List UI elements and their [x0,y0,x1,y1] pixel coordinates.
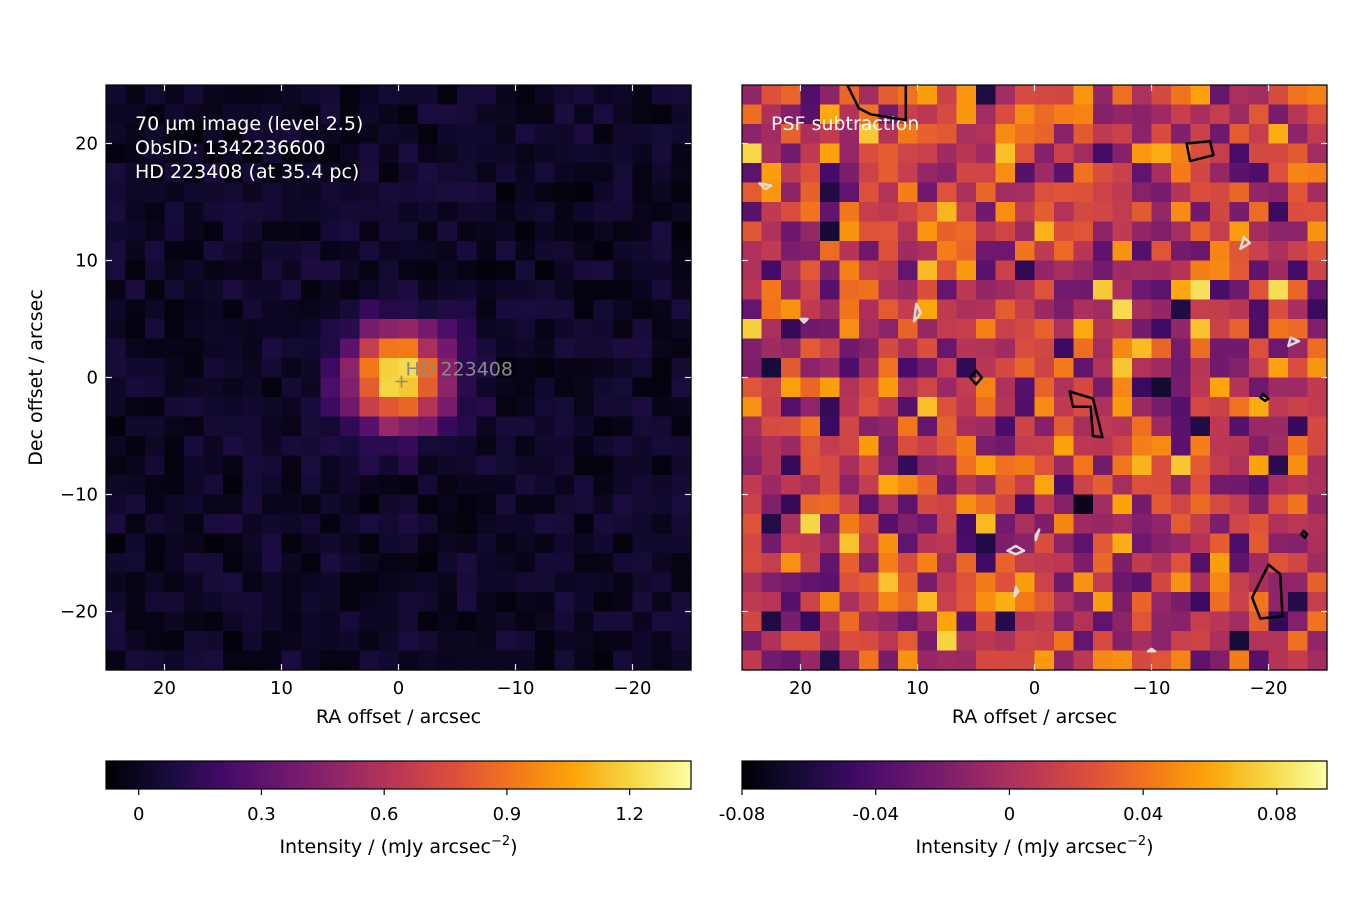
colorbar-tick-label: -0.04 [852,804,899,825]
colorbar-left: 0 0.3 0.6 0.9 1.2 Intensity / (mJy arcsec−2) [105,760,692,858]
positive-contour [968,369,984,386]
annotation-text: 70 µm image (level 2.5) [135,113,363,135]
y-tick-label: −10 [60,485,98,506]
positive-contour [1259,392,1270,403]
positive-contour [1300,529,1309,540]
negative-contour [1013,585,1020,598]
x-tick-label: 0 [1029,678,1040,699]
x-axis-label: RA offset / arcsec [316,706,481,728]
x-tick-label: 20 [153,678,176,699]
colorbar-tick-label: -0.08 [719,804,766,825]
x-tick-label: 10 [270,678,293,699]
negative-contour [1146,647,1157,653]
colorbar-tick-label: 0.3 [247,804,276,825]
x-tick-label: 10 [906,678,929,699]
image-pixels [106,85,692,671]
x-tick-label: −10 [1133,678,1171,699]
negative-contour [1239,235,1252,251]
colorbar-tick-label: 0.6 [370,804,399,825]
x-axis-label: RA offset / arcsec [952,706,1117,728]
x-tick-label: 20 [789,678,812,699]
positive-contour [846,85,908,122]
annotation-text: ObsID: 1342236600 [135,137,325,159]
colorbar-tick-label: 0.04 [1123,804,1163,825]
y-tick-label: −20 [60,602,98,623]
negative-contour [1034,528,1041,542]
negative-contour [758,182,773,191]
x-tick-label: −20 [1250,678,1288,699]
colorbar-gradient [741,760,1328,790]
colorbar-label: Intensity / (mJy arcsec−2) [279,834,517,858]
negative-contour [799,317,809,324]
negative-contour [1006,544,1026,556]
colorbar-label: Intensity / (mJy arcsec−2) [915,834,1153,858]
positive-contour [1185,139,1215,163]
annotation-text: HD 223408 (at 35.4 pc) [135,161,359,183]
contours [758,85,1309,653]
y-tick-label: 20 [75,134,98,155]
colorbar-tick-label: 0.08 [1257,804,1297,825]
colorbar-tick-label: 0.9 [493,804,522,825]
y-tick-label: 0 [87,368,98,389]
positive-contour [1250,563,1284,620]
colorbar-tick-label: 0 [133,804,144,825]
x-tick-label: −20 [614,678,652,699]
image-panel-70um: 20 10 0 −10 −20 20 10 0 −10 −20 RA offset / arcsec… [25,84,692,728]
image-pixels [742,85,1328,671]
colorbar-tick-label: 1.2 [615,804,644,825]
colorbar-tick-label: 0 [1004,804,1015,825]
positive-contour [1068,390,1104,439]
star-marker [395,375,408,388]
colorbar-right: -0.08 -0.04 0 0.04 0.08 Intensity / (mJy arcs… [719,760,1328,858]
y-tick-label: 10 [75,251,98,272]
x-tick-label: −10 [497,678,535,699]
negative-contour [912,302,923,323]
x-tick-label: 0 [393,678,404,699]
psf-subtraction-panel: 20 10 0 −10 −20 RA offset / arcsec PSF subtrac… [741,84,1328,728]
colorbar-gradient [105,760,692,790]
y-axis-label: Dec offset / arcsec [25,289,47,466]
star-label: HD 223408 [406,359,514,381]
annotation-text: PSF subtraction [771,113,919,135]
negative-contour [1287,336,1301,348]
